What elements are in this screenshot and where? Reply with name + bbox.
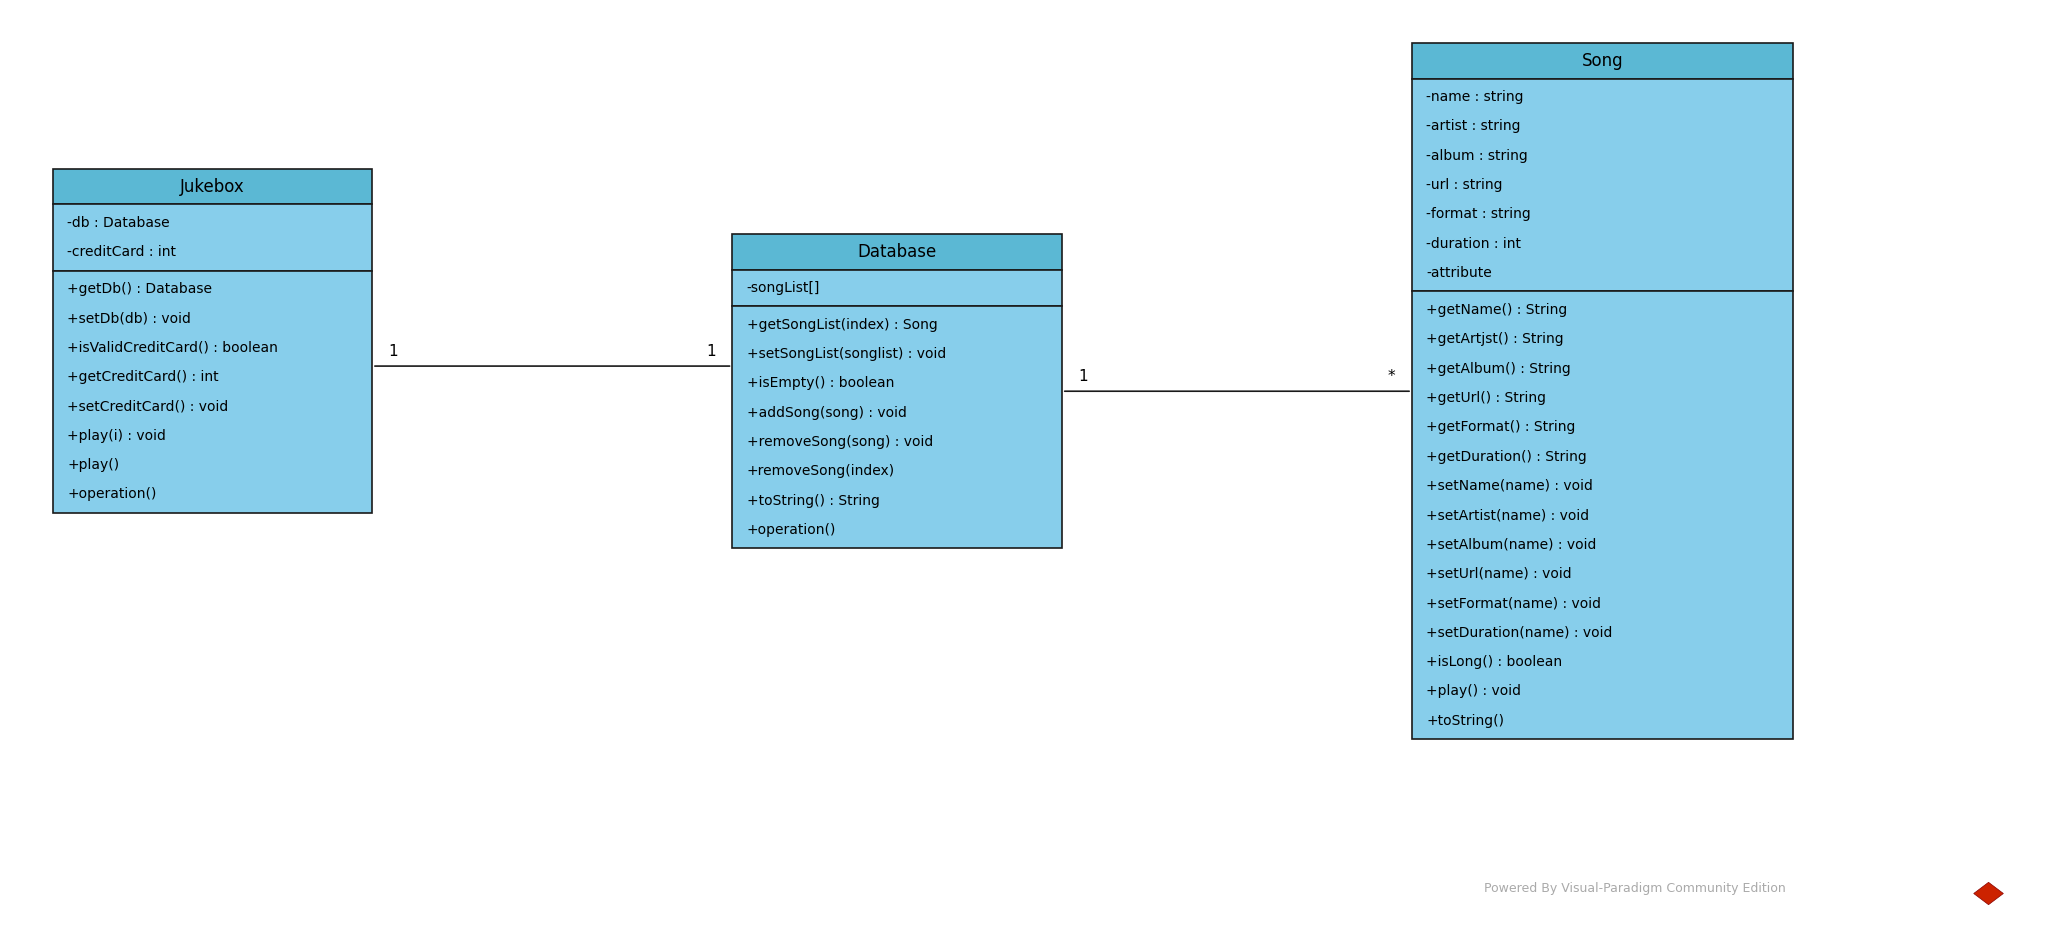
- Text: Powered By Visual-Paradigm Community Edition: Powered By Visual-Paradigm Community Edi…: [1485, 883, 1786, 896]
- Bar: [54, 169, 371, 205]
- Text: Song: Song: [1582, 52, 1623, 70]
- Polygon shape: [1973, 883, 2004, 905]
- Text: -songList[]: -songList[]: [746, 281, 821, 295]
- Text: -artist : string: -artist : string: [1427, 120, 1522, 134]
- Text: -format : string: -format : string: [1427, 207, 1532, 221]
- Text: +operation(): +operation(): [746, 523, 837, 537]
- Text: +toString(): +toString(): [1427, 714, 1505, 728]
- Text: 1: 1: [707, 344, 716, 359]
- Text: +getSongList(index) : Song: +getSongList(index) : Song: [746, 318, 938, 332]
- Text: -creditCard : int: -creditCard : int: [68, 245, 175, 259]
- Text: +play() : void: +play() : void: [1427, 685, 1522, 699]
- Text: +getCreditCard() : int: +getCreditCard() : int: [68, 370, 219, 384]
- Bar: [54, 271, 371, 513]
- Text: +operation(): +operation(): [68, 488, 157, 502]
- Text: +setUrl(name) : void: +setUrl(name) : void: [1427, 567, 1571, 581]
- Text: -attribute: -attribute: [1427, 266, 1493, 280]
- Text: +isValidCreditCard() : boolean: +isValidCreditCard() : boolean: [68, 341, 278, 355]
- Text: +getAlbum() : String: +getAlbum() : String: [1427, 361, 1571, 375]
- Text: Jukebox: Jukebox: [179, 177, 245, 196]
- Text: +play(i) : void: +play(i) : void: [68, 429, 167, 443]
- Text: +setCreditCard() : void: +setCreditCard() : void: [68, 399, 229, 413]
- Text: +isEmpty() : boolean: +isEmpty() : boolean: [746, 376, 895, 390]
- Text: +setFormat(name) : void: +setFormat(name) : void: [1427, 596, 1602, 610]
- Text: +getDb() : Database: +getDb() : Database: [68, 282, 212, 296]
- Text: -duration : int: -duration : int: [1427, 236, 1522, 250]
- Text: -album : string: -album : string: [1427, 149, 1528, 163]
- Text: +setName(name) : void: +setName(name) : void: [1427, 479, 1594, 493]
- Text: +addSong(song) : void: +addSong(song) : void: [746, 405, 907, 419]
- Text: -db : Database: -db : Database: [68, 216, 169, 230]
- Text: +play(): +play(): [68, 458, 120, 472]
- Text: 1: 1: [388, 344, 398, 359]
- Text: +getDuration() : String: +getDuration() : String: [1427, 449, 1588, 463]
- Text: +setArtist(name) : void: +setArtist(name) : void: [1427, 508, 1590, 522]
- Text: +toString() : String: +toString() : String: [746, 494, 880, 508]
- Text: 1: 1: [1078, 369, 1089, 384]
- Bar: [732, 306, 1062, 548]
- Text: +setDuration(name) : void: +setDuration(name) : void: [1427, 626, 1612, 640]
- Text: +setSongList(songlist) : void: +setSongList(songlist) : void: [746, 347, 946, 361]
- Text: -name : string: -name : string: [1427, 90, 1524, 104]
- Bar: [732, 270, 1062, 306]
- Text: +getUrl() : String: +getUrl() : String: [1427, 390, 1546, 404]
- Text: +getName() : String: +getName() : String: [1427, 303, 1567, 317]
- Text: *: *: [1388, 369, 1396, 384]
- Bar: [1412, 43, 1794, 78]
- Text: +getArtjst() : String: +getArtjst() : String: [1427, 333, 1563, 347]
- Bar: [1412, 78, 1794, 291]
- Text: -url : string: -url : string: [1427, 178, 1503, 192]
- Text: +removeSong(song) : void: +removeSong(song) : void: [746, 435, 934, 449]
- Text: +setAlbum(name) : void: +setAlbum(name) : void: [1427, 538, 1596, 551]
- Bar: [732, 234, 1062, 270]
- Bar: [1412, 291, 1794, 739]
- Text: +isLong() : boolean: +isLong() : boolean: [1427, 655, 1563, 669]
- Text: +getFormat() : String: +getFormat() : String: [1427, 420, 1575, 434]
- Text: +removeSong(index): +removeSong(index): [746, 464, 895, 478]
- Text: +setDb(db) : void: +setDb(db) : void: [68, 311, 192, 325]
- Bar: [54, 205, 371, 271]
- Text: Database: Database: [858, 243, 936, 261]
